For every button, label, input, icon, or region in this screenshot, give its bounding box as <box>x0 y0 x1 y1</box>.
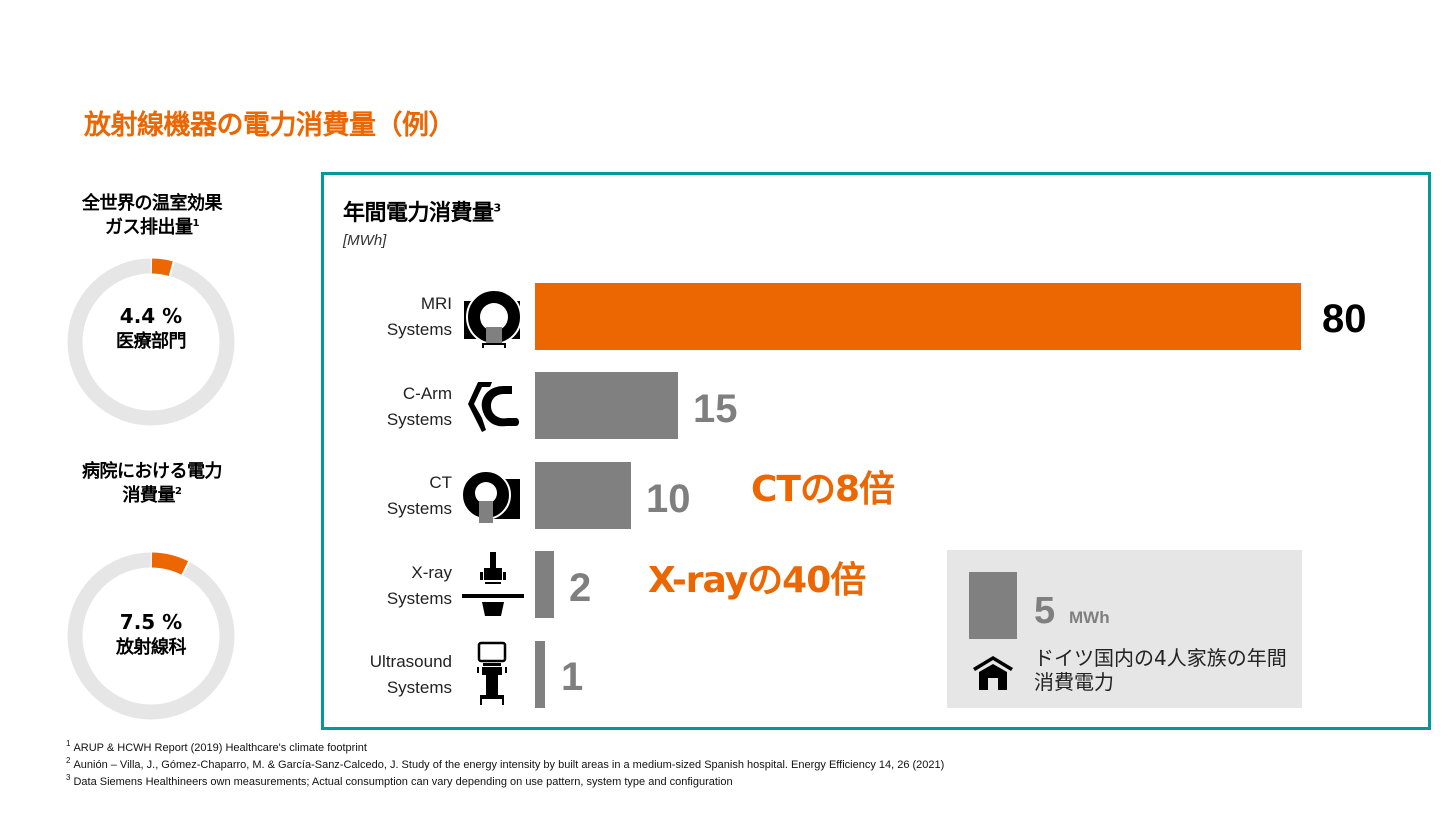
footnote-number: 2 <box>66 756 71 766</box>
c-arm-icon <box>464 378 522 434</box>
ct-icon <box>462 467 522 523</box>
chart-panel <box>321 172 1431 730</box>
label-line1: Ultrasound <box>369 652 452 671</box>
chart-unit: [MWh] <box>343 232 387 249</box>
footnote-2: 2 Aunión – Villa, J., Gómez-Chaparro, M. … <box>66 757 944 774</box>
category-label-x-ray: X-ray Systems <box>332 560 452 612</box>
label-line2: Systems <box>386 410 452 429</box>
donut-label-radiology: 7.5 % 放射線科 <box>66 609 236 661</box>
label-line2: Systems <box>386 320 452 339</box>
footnote-text: ARUP & HCWH Report (2019) Healthcare's c… <box>73 742 367 754</box>
label-line1: CT <box>429 473 452 492</box>
label-line2: Systems <box>386 499 452 518</box>
mri-icon <box>462 289 522 349</box>
category-label-c-arm: C-Arm Systems <box>332 381 452 433</box>
label-line1: C-Arm <box>402 384 452 403</box>
footnote-3: 3 Data Siemens Healthineers own measureme… <box>66 774 944 791</box>
kpi-title-ghg: 全世界の温室効果 ガス排出量1 <box>57 192 247 240</box>
value-label-c-arm: 15 <box>693 387 738 431</box>
kpi-title-hospital-power: 病院における電力 消費量2 <box>57 460 247 508</box>
footnote-number: 1 <box>66 739 71 749</box>
bar-mri <box>535 283 1301 350</box>
page-title: 放射線機器の電力消費量（例） <box>84 110 456 141</box>
reference-description: ドイツ国内の4人家族の年間消費電力 <box>1034 646 1287 694</box>
footnote-ref: 3 <box>493 201 502 215</box>
footnote-1: 1 ARUP & HCWH Report (2019) Healthcare's … <box>66 740 944 757</box>
donut-chart-ghg <box>66 257 236 427</box>
reference-unit: MWh <box>1069 608 1110 627</box>
callout-ct-comparison: CTの8倍 <box>751 469 895 510</box>
kpi-title-line2: ガス排出量 <box>105 217 193 238</box>
bar-x-ray <box>535 551 554 618</box>
donut-label-ghg: 4.4 % 医療部門 <box>66 303 236 355</box>
label-line2: Systems <box>386 678 452 697</box>
value-label-mri: 80 <box>1322 297 1367 341</box>
footnote-ref: 2 <box>175 486 182 497</box>
bar-ct <box>535 462 631 529</box>
kpi-title-line1: 全世界の温室効果 <box>82 193 223 214</box>
kpi-title-line1: 病院における電力 <box>82 461 223 482</box>
value-label-x-ray: 2 <box>569 566 592 610</box>
label-line1: X-ray <box>411 563 452 582</box>
category-label-mri: MRI Systems <box>332 291 452 343</box>
category-label-ct: CT Systems <box>332 470 452 522</box>
footnote-text: Aunión – Villa, J., Gómez-Chaparro, M. &… <box>73 759 945 771</box>
footnote-ref: 1 <box>192 218 200 229</box>
bar-ultrasound <box>535 641 545 708</box>
callout-x-ray-comparison: X-rayの40倍 <box>648 560 866 601</box>
label-line2: Systems <box>386 589 452 608</box>
reference-value: 5 <box>1034 590 1056 632</box>
donut-chart-radiology <box>66 551 236 721</box>
footnote-text: Data Siemens Healthineers own measuremen… <box>73 776 733 788</box>
kpi-title-line2: 消費量 <box>122 485 176 506</box>
ultrasound-icon <box>474 641 510 707</box>
footnotes: 1 ARUP & HCWH Report (2019) Healthcare's … <box>66 740 944 791</box>
donut-value: 7.5 % <box>119 610 183 634</box>
value-label-ct: 10 <box>646 477 691 521</box>
donut-sublabel: 放射線科 <box>116 637 187 658</box>
category-label-ultrasound: Ultrasound Systems <box>332 649 452 701</box>
donut-sublabel: 医療部門 <box>116 331 187 352</box>
reference-bar <box>969 572 1017 639</box>
footnote-number: 3 <box>66 773 71 783</box>
value-label-ultrasound: 1 <box>561 655 584 699</box>
label-line1: MRI <box>420 294 452 313</box>
house-icon <box>971 652 1015 692</box>
chart-title-text: 年間電力消費量 <box>343 201 494 226</box>
bar-c-arm <box>535 372 678 439</box>
chart-title: 年間電力消費量3 <box>343 195 501 227</box>
donut-value: 4.4 % <box>119 304 183 328</box>
x-ray-icon <box>462 550 524 620</box>
